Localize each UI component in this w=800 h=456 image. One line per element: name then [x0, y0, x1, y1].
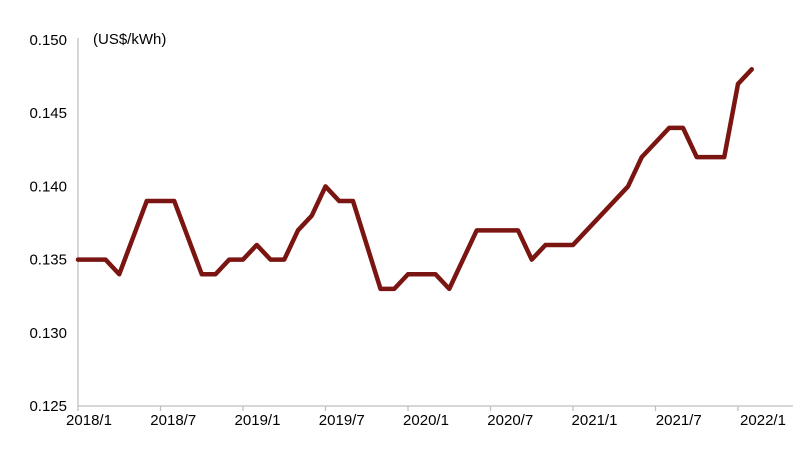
y-axis-label: 0.125: [29, 398, 67, 415]
y-axis-label: 0.130: [29, 325, 67, 342]
x-axis-label: 2021/1: [572, 412, 618, 429]
y-axis-label: 0.135: [29, 252, 67, 269]
y-axis-label: 0.140: [29, 178, 67, 195]
x-axis-label: 2019/7: [319, 412, 365, 429]
y-axis-label: 0.150: [29, 32, 67, 49]
x-axis-label: 2020/7: [487, 412, 533, 429]
x-axis-label: 2021/7: [656, 412, 702, 429]
x-axis-label: 2018/1: [66, 412, 112, 429]
x-axis-label: 2022/1: [740, 412, 786, 429]
unit-label: (US$/kWh): [93, 31, 167, 48]
x-axis-label: 2020/1: [403, 412, 449, 429]
x-axis-label: 2019/1: [235, 412, 281, 429]
price-line: [75, 67, 754, 292]
y-axis-label: 0.145: [29, 105, 67, 122]
x-axis-label: 2018/7: [150, 412, 196, 429]
